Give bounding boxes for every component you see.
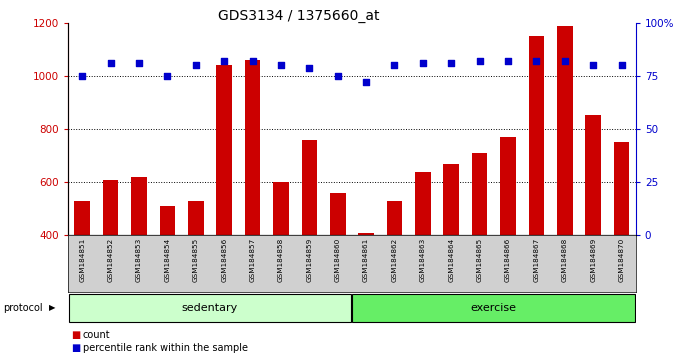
Text: GSM184862: GSM184862 [392,238,398,282]
Bar [160,206,175,342]
Text: exercise: exercise [471,303,517,313]
Point [616,63,627,68]
Text: GSM184858: GSM184858 [278,238,284,282]
Point [133,61,144,66]
Text: percentile rank within the sample: percentile rank within the sample [83,343,248,353]
Point [333,73,343,79]
Point [219,58,230,64]
Bar [415,172,430,342]
Point [77,73,88,79]
Point [446,61,457,66]
Point [360,80,371,85]
Text: ▶: ▶ [49,303,56,313]
Bar [273,182,289,342]
Text: GSM184856: GSM184856 [221,238,227,282]
Point [247,58,258,64]
Bar [245,60,260,342]
Bar [500,137,516,342]
Bar [103,179,118,342]
Text: count: count [83,330,111,339]
Text: GSM184854: GSM184854 [165,238,171,282]
Text: GSM184863: GSM184863 [420,238,426,282]
Bar [352,294,635,322]
Point [162,73,173,79]
Point [389,63,400,68]
Point [560,58,571,64]
Bar [528,36,544,342]
Bar [472,153,488,342]
Point [304,65,315,70]
Bar [330,193,345,342]
Bar [188,201,203,342]
Point [503,58,513,64]
Text: GSM184868: GSM184868 [562,238,568,282]
Bar [387,201,403,342]
Bar [301,140,317,342]
Bar [358,233,374,342]
Text: GSM184867: GSM184867 [533,238,539,282]
Bar [557,26,573,342]
Bar [216,65,232,342]
Text: GSM184859: GSM184859 [306,238,312,282]
Point [474,58,485,64]
Bar [614,143,630,342]
Text: GSM184861: GSM184861 [363,238,369,282]
Text: GSM184860: GSM184860 [335,238,341,282]
Bar [74,201,90,342]
Point [275,63,286,68]
Point [105,61,116,66]
Point [418,61,428,66]
Text: GSM184855: GSM184855 [192,238,199,282]
Text: GSM184853: GSM184853 [136,238,142,282]
Text: GSM184851: GSM184851 [79,238,85,282]
Text: ■: ■ [71,330,81,339]
Point [588,63,598,68]
Text: GSM184857: GSM184857 [250,238,256,282]
Text: GSM184864: GSM184864 [448,238,454,282]
Text: GSM184866: GSM184866 [505,238,511,282]
Text: GSM184852: GSM184852 [107,238,114,282]
Bar [585,115,601,342]
Text: GSM184870: GSM184870 [619,238,625,282]
Text: ■: ■ [71,343,81,353]
Bar [131,177,147,342]
Text: GDS3134 / 1375660_at: GDS3134 / 1375660_at [218,9,380,23]
Text: sedentary: sedentary [182,303,238,313]
Bar [443,164,459,342]
Text: protocol: protocol [3,303,43,313]
Text: GSM184865: GSM184865 [477,238,483,282]
Text: GSM184869: GSM184869 [590,238,596,282]
Point [531,58,542,64]
Point [190,63,201,68]
Bar [69,294,352,322]
